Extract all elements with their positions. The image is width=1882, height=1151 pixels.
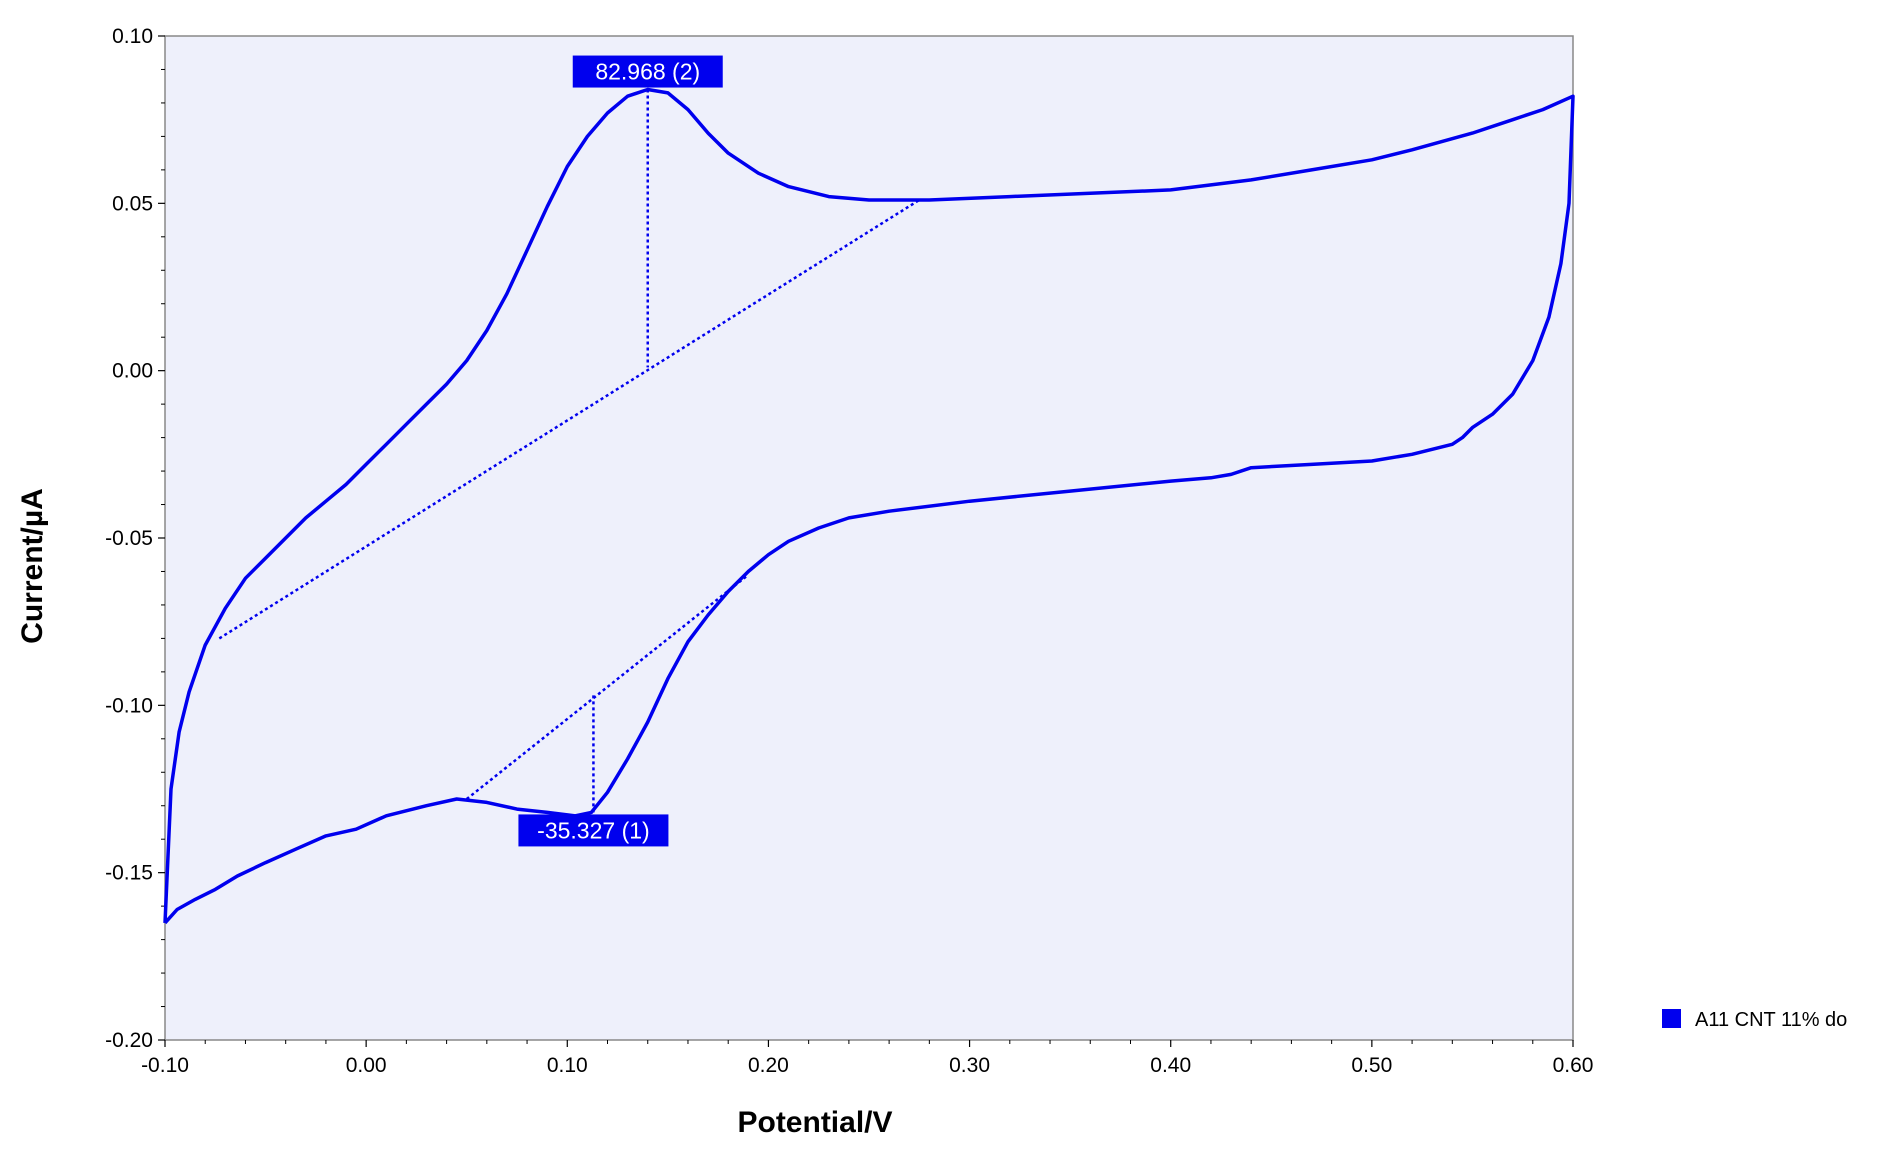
y-tick-label: -0.05 [105,527,153,550]
x-tick-label: 0.60 [1553,1054,1594,1077]
x-axis-ticks: -0.10 0.00 0.10 0.20 0.30 0.40 0.50 0.60 [141,1040,1593,1077]
x-tick-label: -0.10 [141,1054,189,1077]
peak-label-box [572,55,723,88]
peak-label-box [518,814,669,847]
x-axis-title: Potential/V [737,1106,892,1139]
x-tick-label: 0.00 [346,1054,387,1077]
peak-label-text: 82.968 (2) [595,59,700,85]
y-axis-ticks: 0.10 0.05 0.00 -0.05 -0.10 -0.15 -0.20 [105,25,165,1052]
y-tick-label: 0.05 [112,192,153,215]
legend: A11 CNT 11% do [1662,1009,1847,1031]
y-tick-label: 0.00 [112,360,153,383]
y-tick-label: -0.20 [105,1029,153,1052]
legend-swatch [1662,1009,1681,1028]
peak-label-text: -35.327 (1) [537,817,650,843]
plot-area [164,35,1574,1041]
x-tick-label: 0.30 [949,1054,990,1077]
y-tick-label: -0.15 [105,862,153,885]
x-tick-label: 0.20 [748,1054,789,1077]
peak-baselines [218,89,920,813]
legend-entry-label: A11 CNT 11% do [1695,1009,1847,1031]
peak-labels: 82.968 (2) -35.327 (1) [518,55,723,847]
y-axis-title: Current/µA [16,488,49,644]
cv-series-line [163,87,1575,925]
y-tick-label: -0.10 [105,694,153,717]
x-tick-label: 0.50 [1351,1054,1392,1077]
x-tick-label: 0.10 [547,1054,588,1077]
y-tick-label: 0.10 [112,25,153,48]
x-tick-label: 0.40 [1150,1054,1191,1077]
